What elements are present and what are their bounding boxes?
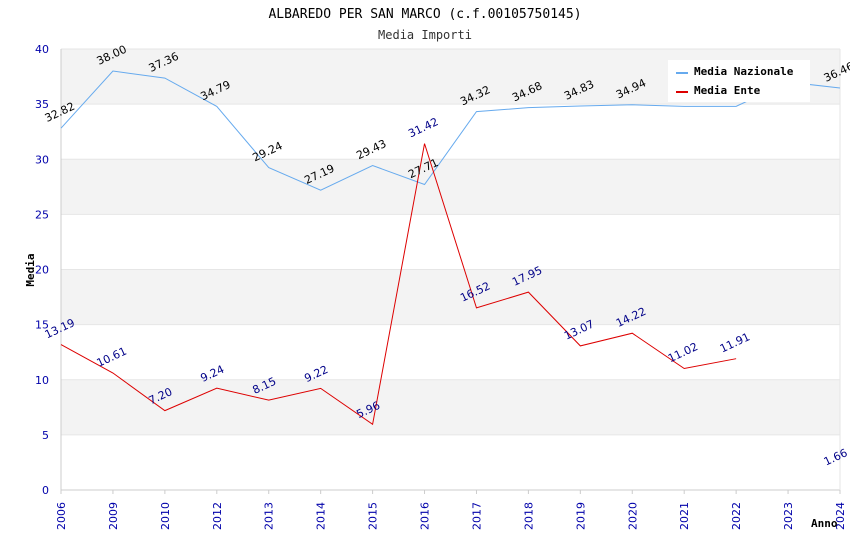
x-tick-label: 2015 [367, 502, 380, 530]
x-tick-label: 2016 [419, 502, 432, 530]
x-tick-label: 2010 [159, 502, 172, 530]
x-tick-label: 2017 [470, 502, 483, 530]
grid-band [61, 324, 840, 380]
y-tick-label: 30 [35, 153, 49, 166]
grid-band [61, 269, 840, 325]
x-tick-label: 2014 [315, 502, 328, 530]
grid-band [61, 434, 840, 490]
axes [60, 49, 841, 494]
y-tick-label: 10 [35, 374, 49, 387]
x-axis-label: Anno [811, 517, 838, 530]
x-tick-label: 2012 [211, 502, 224, 530]
x-tick-label: 2018 [522, 502, 535, 530]
x-tick-label: 2024 [834, 502, 847, 530]
y-tick-label: 5 [42, 429, 49, 442]
y-tick-label: 25 [35, 208, 49, 221]
grid-bands [61, 48, 840, 491]
legend: Media Nazionale Media Ente [668, 60, 810, 102]
y-tick-label: 15 [35, 319, 49, 332]
series-line-media-nazionale [60, 70, 841, 191]
y-tick-label: 40 [35, 43, 49, 56]
legend-label-media-ente: Media Ente [694, 84, 761, 97]
grid-band [61, 159, 840, 215]
y-axis-label: Media [24, 253, 37, 286]
x-tick-labels: 2006 2009 2010 2012 2013 2014 2015 2016 2017 2018… [55, 502, 847, 530]
x-tick-label: 2013 [263, 502, 276, 530]
grid-band [61, 379, 840, 435]
series-lines [60, 70, 841, 426]
y-tick-labels: 0 5 10 15 20 25 30 35 40 [35, 43, 49, 497]
chart-title: ALBAREDO PER SAN MARCO (c.f.00105750145) [268, 7, 581, 22]
x-tick-label: 2006 [55, 502, 68, 530]
x-tick-label: 2019 [574, 502, 587, 530]
grid-band [61, 214, 840, 270]
y-tick-label: 0 [42, 484, 49, 497]
chart-subtitle: Media Importi [378, 28, 472, 42]
x-tick-label: 2021 [678, 502, 691, 530]
legend-label-media-nazionale: Media Nazionale [694, 65, 794, 78]
y-tick-label: 35 [35, 98, 49, 111]
y-tick-label: 20 [35, 264, 49, 277]
x-tick-label: 2023 [782, 502, 795, 530]
x-tick-label: 2022 [730, 502, 743, 530]
grid-band [61, 104, 840, 160]
legend-box [668, 60, 810, 102]
x-tick-label: 2020 [626, 502, 639, 530]
series-line-media-ente [60, 143, 737, 426]
x-tick-label: 2009 [107, 502, 120, 530]
